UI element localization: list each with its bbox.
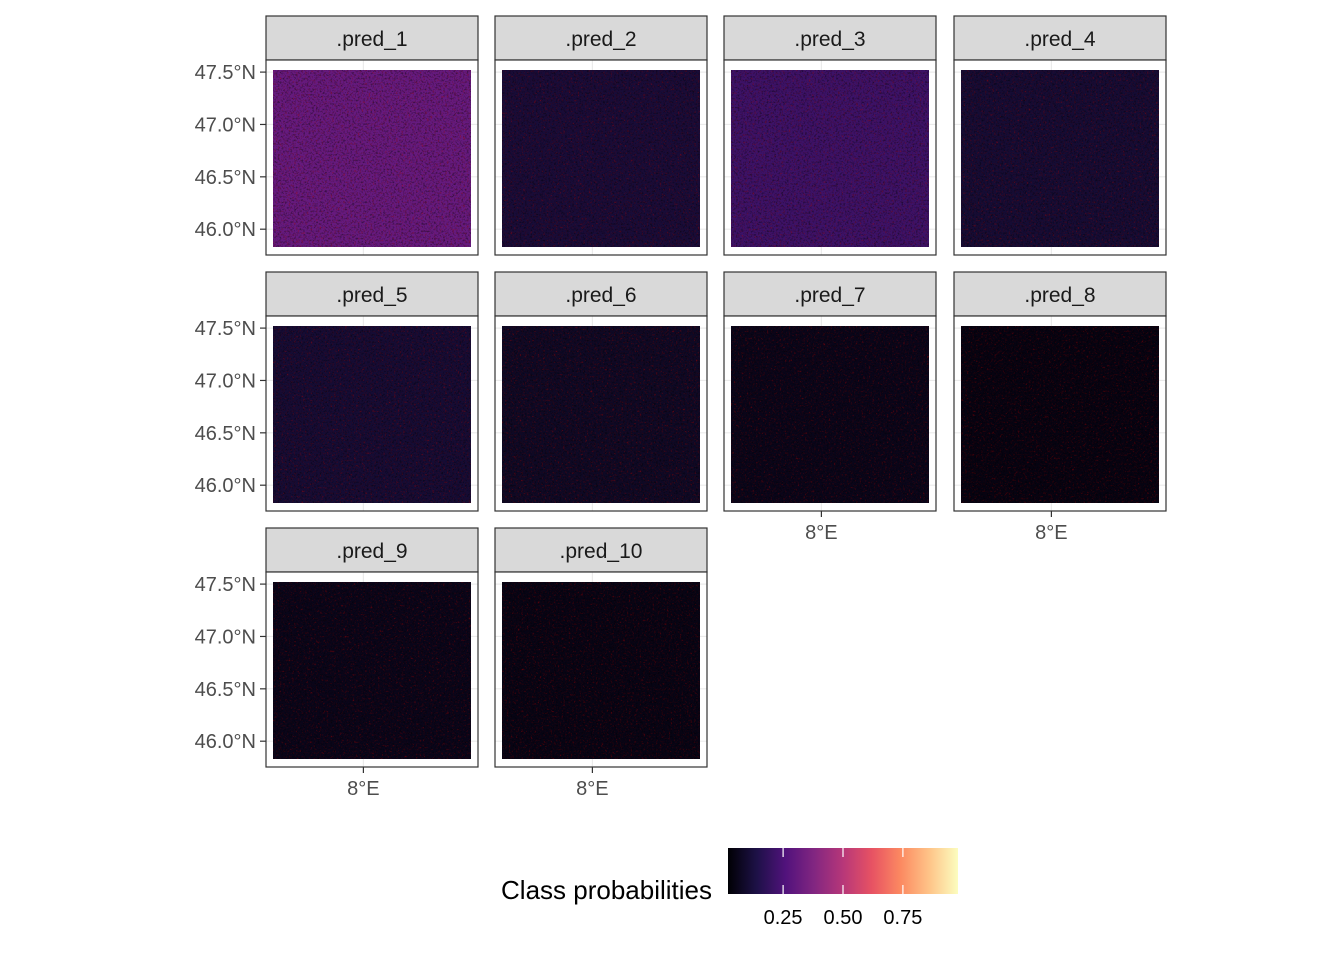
y-tick-label: 46.5°N (195, 167, 256, 189)
strip-background (953, 15, 1167, 61)
raster-highlights (273, 70, 471, 247)
probability-raster (273, 582, 471, 759)
strip-background (494, 271, 708, 317)
raster-highlights (273, 326, 471, 503)
strip-background (723, 15, 937, 61)
panel-border (265, 571, 479, 768)
probability-raster (273, 70, 471, 247)
strip-background (953, 271, 1167, 317)
raster-highlights (961, 70, 1159, 247)
y-tick-label: 46.0°N (195, 731, 256, 753)
y-tick-label: 47.5°N (195, 318, 256, 340)
strip-label: .pred_6 (565, 284, 636, 307)
probability-raster (502, 582, 700, 759)
strip-background (494, 527, 708, 573)
probability-raster (961, 70, 1159, 247)
y-tick-label: 46.5°N (195, 423, 256, 445)
panel-border (494, 571, 708, 768)
facet-panel-pred_1: .pred_1 47.5°N 47.0°N 46.5°N 46.0°N (195, 15, 479, 256)
raster-highlights (731, 326, 929, 503)
y-tick-label: 47.5°N (195, 574, 256, 596)
legend-tick-label: 0.75 (883, 907, 922, 929)
x-tick-label: 8°E (805, 522, 837, 544)
facet-panel-pred_8: .pred_8 8°E (953, 271, 1167, 544)
y-tick-label: 46.5°N (195, 679, 256, 701)
facet-panel-pred_10: .pred_10 8°E (494, 527, 708, 800)
probability-raster (273, 326, 471, 503)
x-tick-label: 8°E (347, 778, 379, 800)
facet-panel-pred_7: .pred_7 8°E (723, 271, 937, 544)
facet-panel-pred_2: .pred_2 (494, 15, 708, 256)
panel-border (265, 315, 479, 512)
x-tick-label: 8°E (576, 778, 608, 800)
panel-border (494, 59, 708, 256)
strip-background (723, 271, 937, 317)
probability-raster (502, 70, 700, 247)
legend-title: Class probabilities (501, 875, 712, 905)
x-tick-label: 8°E (1035, 522, 1067, 544)
strip-label: .pred_2 (565, 28, 636, 51)
probability-raster (961, 326, 1159, 503)
strip-label: .pred_5 (336, 284, 407, 307)
strip-label: .pred_10 (560, 540, 643, 563)
raster-highlights (273, 582, 471, 759)
y-tick-label: 47.0°N (195, 626, 256, 648)
y-tick-label: 47.5°N (195, 62, 256, 84)
facet-panel-pred_3: .pred_3 (723, 15, 937, 256)
facet-panel-pred_5: .pred_5 47.5°N 47.0°N 46.5°N 46.0°N (195, 271, 479, 512)
y-tick-label: 46.0°N (195, 219, 256, 241)
probability-raster (731, 70, 929, 247)
panel-border (953, 315, 1167, 512)
legend-tick-label: 0.50 (824, 907, 863, 929)
facet-panel-pred_4: .pred_4 (953, 15, 1167, 256)
y-tick-label: 47.0°N (195, 370, 256, 392)
panel-border (723, 59, 937, 256)
strip-label: .pred_1 (336, 28, 407, 51)
probability-raster (731, 326, 929, 503)
panel-border (265, 59, 479, 256)
raster-highlights (502, 582, 700, 759)
panel-border (494, 315, 708, 512)
strip-label: .pred_4 (1024, 28, 1096, 51)
strip-label: .pred_7 (794, 284, 865, 307)
panel-border (723, 315, 937, 512)
panel-border (953, 59, 1167, 256)
legend: Class probabilities 0.25 0.50 0.75 (501, 848, 958, 929)
facet-panel-pred_6: .pred_6 (494, 271, 708, 512)
y-tick-label: 46.0°N (195, 475, 256, 497)
facet-panel-pred_9: .pred_9 47.5°N 47.0°N 46.5°N 46.0°N 8°E (195, 527, 479, 800)
legend-tick-label: 0.25 (764, 907, 803, 929)
raster-highlights (731, 70, 929, 247)
strip-label: .pred_3 (794, 28, 865, 51)
y-tick-label: 47.0°N (195, 114, 256, 136)
strip-label: .pred_9 (336, 540, 407, 563)
raster-highlights (961, 326, 1159, 503)
raster-highlights (502, 70, 700, 247)
probability-raster (502, 326, 700, 503)
strip-label: .pred_8 (1024, 284, 1095, 307)
raster-highlights (502, 326, 700, 503)
strip-background (494, 15, 708, 61)
strip-background (265, 15, 479, 61)
facet-panels: .pred_1 47.5°N 47.0°N 46.5°N 46.0°N .pred_2 .p… (195, 15, 1167, 800)
